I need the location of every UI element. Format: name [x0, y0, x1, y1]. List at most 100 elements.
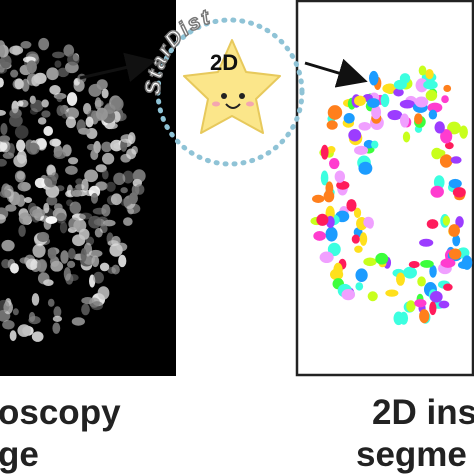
blob	[63, 44, 75, 57]
blob	[37, 259, 47, 273]
blob	[0, 44, 5, 58]
blob	[93, 140, 101, 154]
blob	[0, 189, 12, 198]
blob	[67, 53, 80, 66]
blob	[443, 283, 453, 291]
blob	[0, 109, 6, 116]
blob	[438, 300, 450, 309]
blob	[49, 138, 62, 147]
blob	[10, 262, 19, 274]
blob	[37, 117, 47, 125]
blob	[415, 78, 428, 93]
blob	[122, 170, 134, 184]
blob	[52, 315, 63, 322]
instances	[310, 65, 473, 326]
blob	[90, 301, 104, 311]
blob	[385, 289, 399, 297]
blob	[440, 258, 456, 268]
blob	[47, 247, 57, 260]
blob	[17, 100, 24, 107]
blob	[334, 170, 346, 183]
blob	[327, 105, 343, 120]
blob	[355, 282, 364, 291]
blob	[110, 193, 123, 206]
blob	[419, 309, 430, 324]
blob	[102, 169, 109, 180]
blob	[28, 316, 41, 325]
eye	[239, 93, 245, 99]
blob	[94, 227, 103, 238]
blob	[96, 79, 108, 90]
blob	[128, 192, 138, 205]
blob	[417, 276, 426, 287]
blob	[425, 69, 434, 80]
blob	[443, 84, 452, 93]
blob	[78, 127, 91, 135]
blob	[426, 219, 439, 229]
blob	[327, 146, 336, 154]
blob	[116, 242, 128, 252]
blob	[363, 216, 374, 228]
blob	[346, 199, 357, 212]
blob	[423, 80, 438, 90]
smile	[225, 103, 241, 109]
blob	[448, 178, 462, 189]
blob	[17, 324, 31, 337]
logo-label: 2D	[210, 50, 238, 75]
blob	[420, 260, 434, 268]
blob	[26, 142, 40, 155]
blob	[312, 194, 325, 203]
blob	[336, 180, 350, 190]
blob	[43, 279, 54, 286]
blob	[63, 267, 71, 281]
blob	[134, 184, 145, 195]
blob	[448, 224, 460, 237]
blob	[425, 89, 438, 101]
blob	[79, 212, 93, 220]
blob	[41, 99, 49, 108]
blob	[81, 178, 89, 193]
blob	[442, 215, 451, 226]
blob	[353, 207, 362, 219]
blob	[382, 83, 396, 94]
blob	[12, 308, 19, 316]
blob	[71, 317, 85, 326]
blob	[49, 85, 61, 95]
blob	[41, 110, 51, 118]
blob	[447, 121, 461, 135]
blob	[434, 121, 445, 134]
blob	[60, 250, 69, 264]
blob	[0, 309, 11, 322]
blob	[88, 215, 102, 229]
blob	[5, 204, 17, 212]
blob	[450, 156, 462, 164]
blob	[1, 239, 15, 252]
star	[183, 39, 281, 134]
blob	[53, 150, 66, 160]
blob	[26, 60, 37, 74]
arrow	[304, 58, 368, 88]
logo-ring	[155, 17, 305, 167]
blob	[0, 214, 6, 224]
blob	[16, 171, 25, 180]
blob	[393, 88, 404, 97]
blob	[65, 165, 78, 175]
blob	[406, 300, 416, 312]
blob	[102, 152, 115, 165]
blob	[358, 161, 373, 175]
blob	[80, 248, 87, 262]
blob	[90, 192, 99, 204]
blob	[118, 254, 127, 268]
blob	[368, 70, 379, 86]
blob	[419, 238, 434, 247]
blob	[132, 169, 146, 183]
blob	[329, 158, 340, 170]
blob	[0, 135, 11, 143]
blob	[393, 311, 404, 326]
blob	[0, 122, 8, 136]
blob	[418, 65, 427, 76]
blob	[47, 298, 55, 307]
blob	[97, 286, 110, 300]
blob	[43, 202, 50, 214]
blob	[123, 217, 133, 226]
